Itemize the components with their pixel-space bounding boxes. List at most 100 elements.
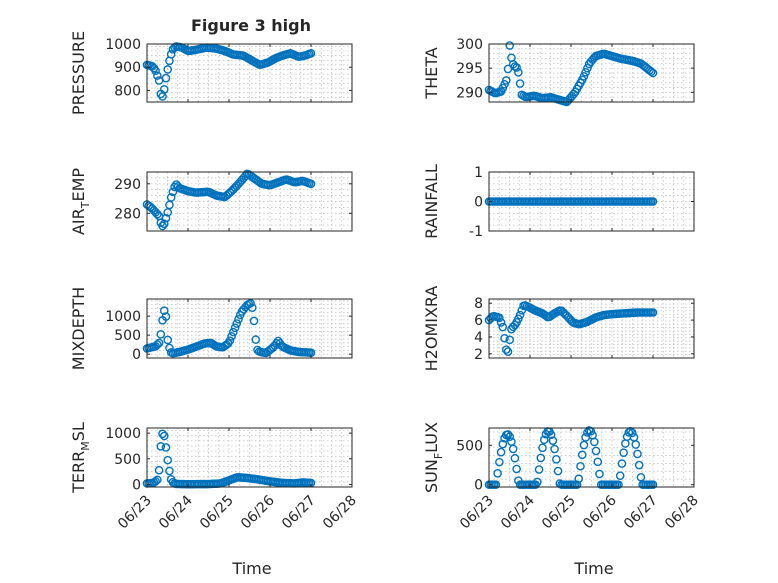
data-point xyxy=(534,465,544,474)
y-tick-label: 4 xyxy=(474,330,483,346)
data-point xyxy=(505,432,515,441)
data-point xyxy=(153,475,162,485)
data-point xyxy=(553,466,563,476)
y-axis-label: THETA xyxy=(422,47,441,99)
data-point xyxy=(619,448,628,457)
panel-air_temp: 280 290 AIRTEMP xyxy=(69,168,353,235)
data-point xyxy=(500,333,509,343)
axes-box xyxy=(488,427,695,488)
data-point xyxy=(503,347,513,357)
y-tick-label: 2 xyxy=(474,347,483,363)
data-point xyxy=(538,443,547,453)
data-point xyxy=(614,480,623,489)
y-tick-label: 0 xyxy=(132,347,141,363)
data-point xyxy=(536,453,546,463)
y-tick-label: 300 xyxy=(456,37,483,53)
data-point xyxy=(648,197,658,206)
data-point xyxy=(232,319,242,328)
x-tick-label: 06/28 xyxy=(320,493,360,533)
data-point xyxy=(581,67,590,77)
data-point xyxy=(153,340,162,349)
y-tick-label: 6 xyxy=(474,313,483,329)
y-axis-label: MIXDEPTH xyxy=(69,287,88,370)
data-point xyxy=(633,449,642,459)
data-point xyxy=(163,455,173,465)
data-point xyxy=(636,472,646,482)
data-point xyxy=(550,444,559,454)
x-tick-label: 06/26 xyxy=(580,492,620,532)
y-tick-label: 500 xyxy=(114,452,141,468)
data-point xyxy=(154,338,164,348)
data-point xyxy=(166,50,176,59)
panel-theta: 290 295 300 THETA xyxy=(422,37,695,107)
data-point xyxy=(627,428,637,438)
data-point xyxy=(552,455,561,464)
panel-pressure: 800 900 1000 PRESSURE xyxy=(69,31,353,115)
data-point xyxy=(158,429,167,439)
data-point xyxy=(249,316,259,326)
data-point xyxy=(515,79,525,88)
data-point xyxy=(495,457,504,467)
axes-box xyxy=(146,427,353,488)
data-point xyxy=(161,73,171,83)
data-point xyxy=(161,312,171,321)
x-axis-label-right: Time xyxy=(573,559,613,578)
data-point xyxy=(631,440,641,449)
y-axis-label: PRESSURE xyxy=(69,31,88,115)
data-point xyxy=(593,457,603,467)
data-point xyxy=(161,213,171,223)
data-point xyxy=(539,435,549,445)
data-point xyxy=(646,67,656,76)
data-point xyxy=(583,63,592,73)
data-point xyxy=(579,440,589,450)
data-point xyxy=(634,460,644,470)
data-point xyxy=(576,461,585,471)
y-tick-label: 500 xyxy=(114,328,141,344)
data-point xyxy=(503,430,513,439)
y-tick-label: 1000 xyxy=(105,309,141,325)
data-point xyxy=(505,335,515,345)
data-point xyxy=(496,318,506,327)
data-point xyxy=(159,431,169,441)
data-point xyxy=(156,442,166,451)
y-tick-label: 290 xyxy=(114,177,141,193)
data-point xyxy=(577,450,587,460)
x-tick-label: 06/23 xyxy=(115,493,155,533)
y-tick-label: 900 xyxy=(114,60,141,76)
data-point xyxy=(227,332,236,341)
data-point xyxy=(163,65,173,74)
data-point xyxy=(512,63,521,72)
data-point xyxy=(166,193,176,202)
y-tick-label: 0 xyxy=(474,195,483,211)
data-point xyxy=(498,322,508,332)
panel-terr_msl: 0 500 1000 06/23 06/24 06/25 06/26 06/27 06/28 TE… xyxy=(69,422,360,532)
data-point xyxy=(159,85,169,94)
data-point xyxy=(158,221,167,231)
axes-box xyxy=(146,298,353,359)
axes-box xyxy=(488,298,695,359)
data-point xyxy=(229,327,238,337)
data-point xyxy=(168,187,178,197)
x-tick-label: 06/27 xyxy=(279,493,319,533)
data-point xyxy=(595,469,604,479)
x-tick-label: 06/26 xyxy=(238,492,278,532)
data-point xyxy=(251,335,261,344)
data-point xyxy=(230,323,240,333)
panel-sun_flux: 0 500 06/23 06/24 06/25 06/26 06/27 06/28 SUNFLU… xyxy=(422,422,702,532)
y-axis-label: SUNFLUX xyxy=(422,422,445,493)
figure-title: Figure 3 high xyxy=(191,16,311,35)
data-point xyxy=(496,447,506,457)
data-point xyxy=(572,480,582,489)
data-point xyxy=(617,459,627,468)
y-tick-label: -1 xyxy=(469,224,483,240)
data-point xyxy=(508,444,518,454)
x-tick-label: 06/23 xyxy=(457,493,497,533)
data-point xyxy=(161,443,171,452)
data-point xyxy=(493,468,502,478)
y-tick-label: 800 xyxy=(114,83,141,99)
data-point xyxy=(272,338,281,348)
data-point xyxy=(574,474,584,484)
y-tick-label: 8 xyxy=(474,296,483,312)
panel-rainfall: -1 0 1 RAINFALL xyxy=(422,164,695,240)
